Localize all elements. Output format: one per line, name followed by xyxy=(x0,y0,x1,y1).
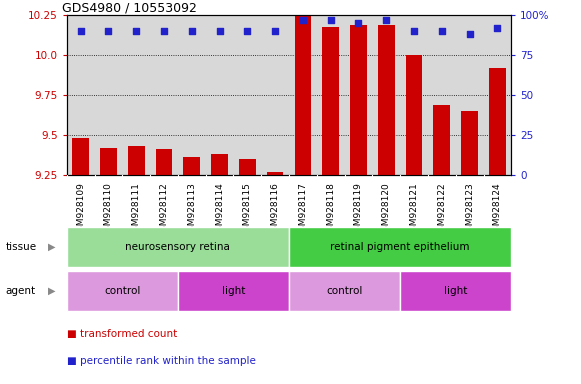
Text: GSM928121: GSM928121 xyxy=(410,182,418,237)
Point xyxy=(326,17,335,23)
Bar xyxy=(322,26,339,175)
Text: ▶: ▶ xyxy=(48,242,56,252)
Text: ■ transformed count: ■ transformed count xyxy=(67,329,177,339)
Point xyxy=(104,28,113,35)
Text: control: control xyxy=(104,286,141,296)
Text: control: control xyxy=(327,286,363,296)
Text: GSM928118: GSM928118 xyxy=(326,182,335,237)
Point xyxy=(159,28,168,35)
Bar xyxy=(489,68,505,175)
Point xyxy=(410,28,419,35)
Bar xyxy=(350,25,367,175)
Text: ▶: ▶ xyxy=(48,286,56,296)
Text: light: light xyxy=(444,286,467,296)
Text: light: light xyxy=(222,286,245,296)
Bar xyxy=(239,159,256,175)
Text: GDS4980 / 10553092: GDS4980 / 10553092 xyxy=(62,1,197,14)
Point xyxy=(215,28,224,35)
Text: GSM928120: GSM928120 xyxy=(382,182,391,237)
Bar xyxy=(378,25,394,175)
Text: GSM928111: GSM928111 xyxy=(132,182,141,237)
Bar xyxy=(67,227,289,267)
Point xyxy=(382,17,391,23)
Text: agent: agent xyxy=(6,286,36,296)
Text: GSM928123: GSM928123 xyxy=(465,182,474,237)
Point xyxy=(187,28,196,35)
Point xyxy=(76,28,85,35)
Text: GSM928124: GSM928124 xyxy=(493,182,502,237)
Bar xyxy=(289,271,400,311)
Bar xyxy=(433,104,450,175)
Bar xyxy=(67,271,178,311)
Bar xyxy=(100,147,117,175)
Point xyxy=(132,28,141,35)
Text: retinal pigment epithelium: retinal pigment epithelium xyxy=(331,242,470,252)
Text: GSM928112: GSM928112 xyxy=(160,182,168,237)
Point xyxy=(271,28,280,35)
Text: GSM928113: GSM928113 xyxy=(187,182,196,237)
Point xyxy=(354,20,363,26)
Point xyxy=(493,25,502,31)
Bar xyxy=(289,227,511,267)
Bar xyxy=(128,146,145,175)
Text: tissue: tissue xyxy=(6,242,37,252)
Text: GSM928110: GSM928110 xyxy=(104,182,113,237)
Bar xyxy=(295,14,311,175)
Point xyxy=(465,31,474,38)
Point xyxy=(437,28,446,35)
Bar xyxy=(73,138,89,175)
Bar xyxy=(184,157,200,175)
Point xyxy=(298,17,307,23)
Text: GSM928115: GSM928115 xyxy=(243,182,252,237)
Bar xyxy=(400,271,511,311)
Text: GSM928117: GSM928117 xyxy=(299,182,307,237)
Bar xyxy=(178,271,289,311)
Text: GSM928114: GSM928114 xyxy=(215,182,224,237)
Text: neurosensory retina: neurosensory retina xyxy=(125,242,231,252)
Text: ■ percentile rank within the sample: ■ percentile rank within the sample xyxy=(67,356,256,366)
Bar xyxy=(211,154,228,175)
Bar xyxy=(406,55,422,175)
Text: GSM928109: GSM928109 xyxy=(76,182,85,237)
Bar xyxy=(461,111,478,175)
Bar xyxy=(267,172,284,175)
Point xyxy=(243,28,252,35)
Text: GSM928116: GSM928116 xyxy=(271,182,279,237)
Text: GSM928122: GSM928122 xyxy=(437,182,446,237)
Bar xyxy=(156,149,173,175)
Text: GSM928119: GSM928119 xyxy=(354,182,363,237)
